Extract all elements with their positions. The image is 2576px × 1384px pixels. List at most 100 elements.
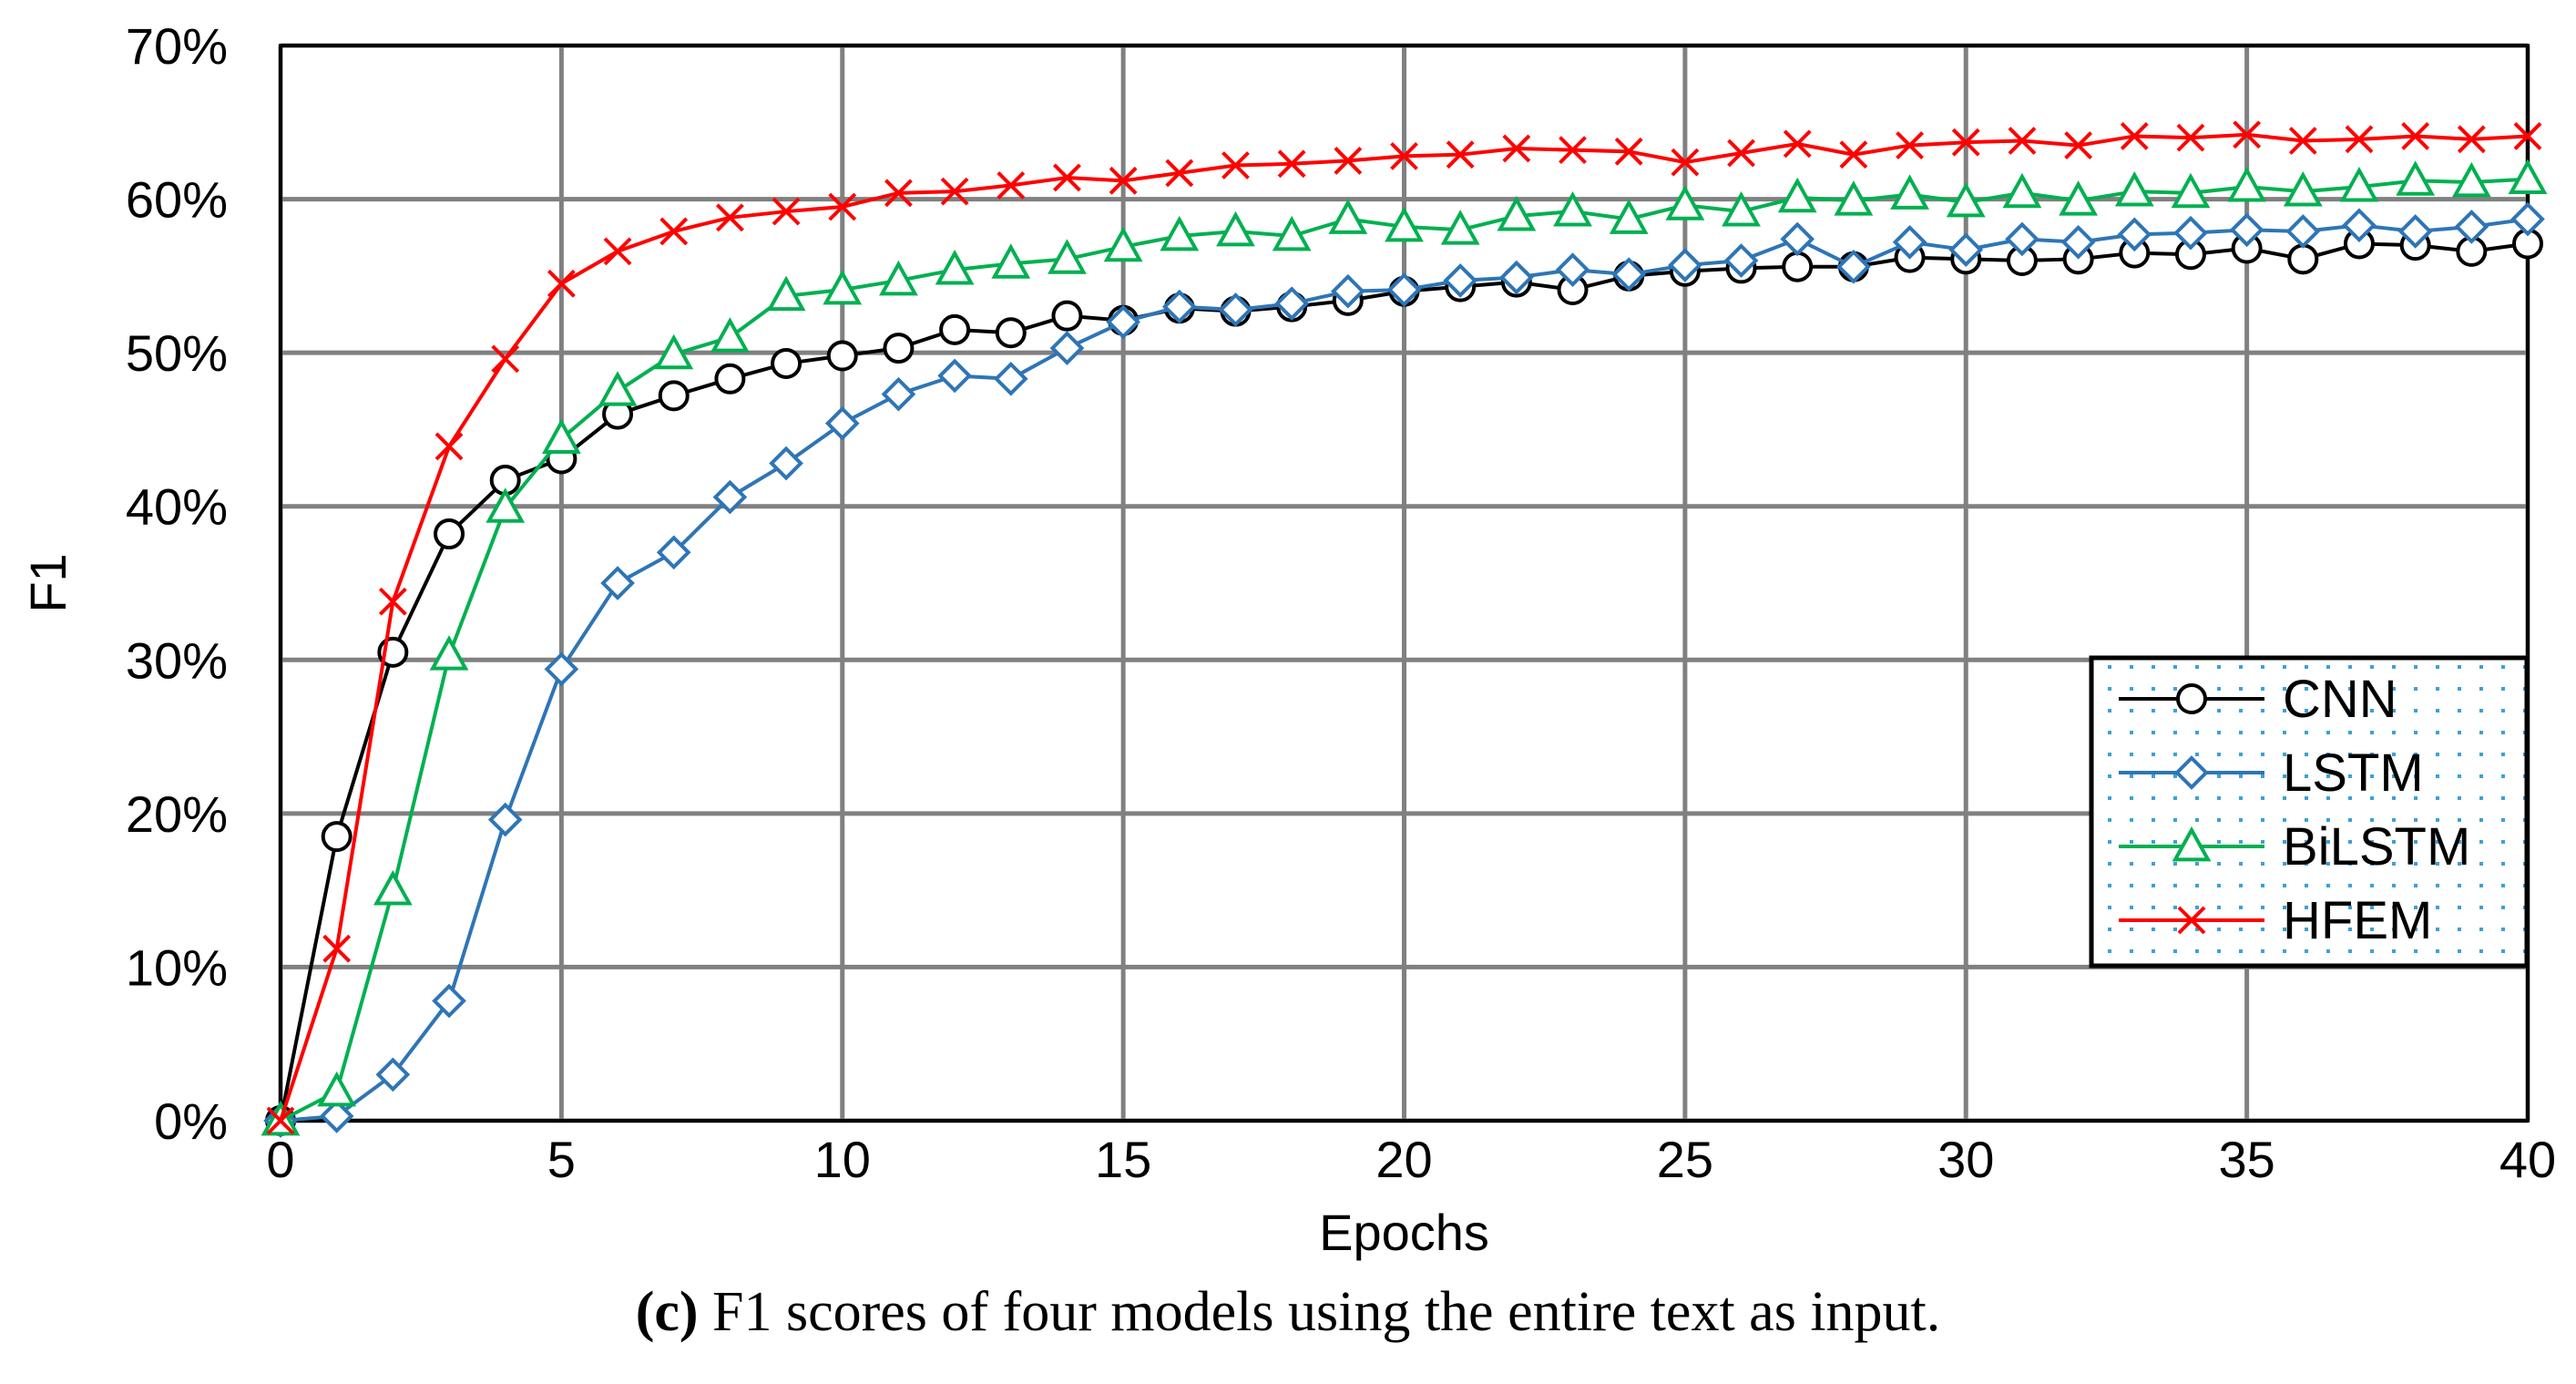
data-point-bilstm bbox=[991, 243, 1031, 279]
x-tick-label: 10 bbox=[814, 1131, 871, 1188]
data-point-bilstm bbox=[2171, 172, 2211, 209]
x-tick-label: 0 bbox=[266, 1131, 294, 1188]
data-point-hfem bbox=[772, 197, 801, 226]
data-point-cnn bbox=[826, 340, 858, 372]
data-point-hfem bbox=[2176, 123, 2205, 152]
data-point-bilstm bbox=[1103, 226, 1143, 262]
y-tick-label: 10% bbox=[126, 938, 228, 996]
data-point-lstm bbox=[487, 802, 523, 837]
legend-label-hfem: HFEM bbox=[2283, 891, 2432, 950]
data-point-hfem bbox=[659, 217, 689, 246]
data-point-lstm bbox=[712, 479, 748, 515]
data-point-lstm bbox=[2229, 212, 2264, 248]
series-layer bbox=[261, 120, 2548, 1138]
legend-item-lstm: LSTM bbox=[2119, 743, 2424, 803]
legend-label-bilstm: BiLSTM bbox=[2283, 817, 2470, 877]
data-point-lstm bbox=[1499, 260, 1534, 295]
data-point-cnn bbox=[1782, 251, 1814, 282]
y-tick-label: 40% bbox=[126, 478, 228, 536]
data-point-hfem bbox=[1502, 134, 1531, 163]
data-point-hfem bbox=[1559, 136, 1587, 165]
data-point-lstm bbox=[2285, 214, 2321, 249]
data-point-hfem bbox=[1222, 151, 1250, 179]
data-point-bilstm bbox=[1440, 210, 1480, 245]
data-point-lstm bbox=[600, 566, 635, 600]
data-point-bilstm bbox=[1722, 190, 1761, 227]
data-point-lstm bbox=[1555, 252, 1590, 287]
data-point-lstm bbox=[993, 361, 1028, 396]
plot-area-frame bbox=[279, 44, 2530, 1123]
data-point-hfem bbox=[1165, 159, 1194, 188]
legend-label-lstm: LSTM bbox=[2283, 743, 2424, 803]
legend-item-bilstm: BiLSTM bbox=[2119, 817, 2470, 877]
data-point-hfem bbox=[2120, 122, 2149, 150]
data-point-hfem bbox=[1390, 141, 1418, 170]
data-point-hfem bbox=[1277, 149, 1306, 179]
data-point-lstm bbox=[1611, 257, 1647, 292]
data-point-hfem bbox=[1896, 131, 1924, 159]
data-point-cnn bbox=[883, 333, 915, 364]
data-point-lstm bbox=[2397, 214, 2433, 249]
y-tick-label: 0% bbox=[154, 1092, 228, 1150]
data-point-bilstm bbox=[2227, 166, 2267, 202]
data-point-bilstm bbox=[1385, 206, 1424, 242]
data-point-lstm bbox=[1443, 263, 1478, 298]
data-point-lstm bbox=[824, 405, 860, 441]
x-tick-label: 30 bbox=[1937, 1131, 1994, 1188]
figure-caption: (c) F1 scores of four models using the e… bbox=[0, 1280, 2576, 1345]
data-point-lstm bbox=[2173, 215, 2208, 251]
data-point-hfem bbox=[828, 192, 857, 221]
data-point-lstm bbox=[2005, 221, 2039, 257]
data-point-hfem bbox=[266, 1106, 295, 1135]
data-point-bilstm bbox=[541, 418, 581, 454]
data-point-hfem bbox=[1727, 138, 1755, 168]
data-point-hfem bbox=[715, 203, 744, 232]
data-point-hfem bbox=[1053, 163, 1081, 192]
data-point-hfem bbox=[378, 587, 407, 616]
y-tick-label: 30% bbox=[126, 631, 228, 689]
data-point-lstm bbox=[1161, 289, 1197, 324]
data-point-cnn bbox=[939, 313, 971, 345]
data-point-lstm bbox=[1049, 331, 1085, 365]
data-point-hfem bbox=[1951, 128, 1980, 157]
data-point-bilstm bbox=[2002, 172, 2042, 209]
data-point-cnn bbox=[321, 821, 353, 853]
data-point-bilstm bbox=[486, 487, 526, 523]
data-point-cnn bbox=[434, 518, 465, 550]
data-point-lstm bbox=[544, 651, 579, 687]
data-point-bilstm bbox=[1553, 190, 1592, 227]
data-point-lstm bbox=[1892, 224, 1927, 260]
x-axis-title: Epochs bbox=[1319, 1204, 1489, 1261]
data-point-bilstm bbox=[2339, 166, 2379, 202]
x-tick-label: 5 bbox=[547, 1131, 576, 1188]
data-point-lstm bbox=[1948, 232, 1984, 268]
data-point-bilstm bbox=[2396, 160, 2436, 196]
data-point-cnn bbox=[2287, 243, 2319, 275]
data-point-bilstm bbox=[429, 635, 469, 671]
data-point-bilstm bbox=[373, 870, 413, 906]
data-point-hfem bbox=[491, 344, 520, 374]
legend-item-hfem: HFEM bbox=[2119, 891, 2432, 950]
data-point-bilstm bbox=[823, 269, 863, 305]
data-point-bilstm bbox=[1216, 210, 1255, 247]
data-point-bilstm bbox=[1160, 215, 1200, 251]
data-point-lstm bbox=[2510, 201, 2545, 237]
data-point-bilstm bbox=[2114, 171, 2154, 207]
tick-labels: 0 5 10 15 20 25 30 35 40 0% 10% 20% 30% 40% 50% 60% 70% bbox=[126, 17, 2556, 1188]
data-point-bilstm bbox=[766, 275, 806, 312]
legend: CNN LSTM BiLSTM HFEM bbox=[2089, 655, 2530, 969]
data-point-hfem bbox=[1614, 137, 1643, 166]
data-point-lstm bbox=[1836, 249, 1871, 284]
data-point-hfem bbox=[940, 177, 969, 206]
data-point-hfem bbox=[1334, 147, 1363, 175]
data-point-bilstm bbox=[598, 371, 638, 406]
data-point-lstm bbox=[432, 983, 466, 1019]
data-point-bilstm bbox=[2508, 159, 2548, 195]
data-point-lstm bbox=[1780, 221, 1815, 257]
data-point-hfem bbox=[2288, 127, 2317, 155]
data-point-bilstm bbox=[1048, 239, 1087, 274]
data-point-lstm bbox=[1723, 243, 1759, 278]
data-point-hfem bbox=[997, 170, 1026, 200]
y-tick-label: 50% bbox=[126, 324, 228, 382]
